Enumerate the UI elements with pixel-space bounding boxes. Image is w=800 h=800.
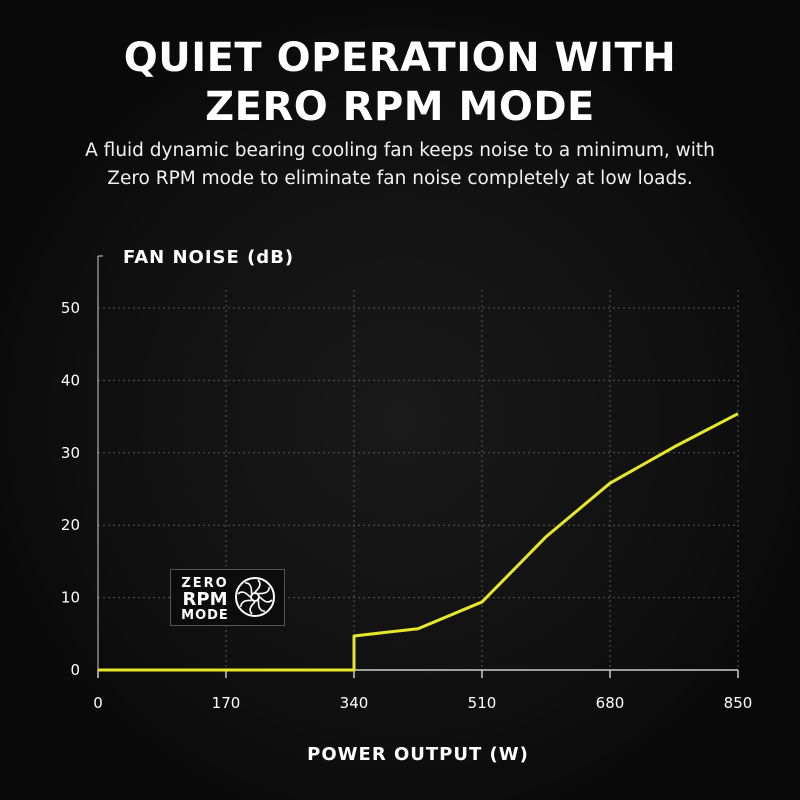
- fan-blade: [249, 601, 256, 615]
- x-tick-label: 340: [340, 694, 369, 712]
- x-tick-label: 510: [468, 694, 497, 712]
- y-tick-label: 10: [61, 589, 80, 607]
- y-tick-label: 20: [61, 516, 80, 534]
- y-tick-label: 40: [61, 371, 80, 389]
- fan-noise-line: [98, 412, 739, 672]
- x-tick-label: 0: [93, 694, 103, 712]
- x-tick-label: 170: [212, 694, 241, 712]
- y-tick-label: 50: [61, 299, 80, 317]
- zero-rpm-mode-badge: ZERO RPM MODE: [170, 569, 285, 626]
- y-tick-label: 0: [70, 661, 80, 679]
- fan-blade: [254, 579, 261, 593]
- fan-icon: [235, 577, 275, 617]
- badge-mode: MODE: [181, 608, 229, 623]
- fan-blade: [259, 596, 273, 603]
- subtitle: A fluid dynamic bearing cooling fan keep…: [85, 140, 715, 189]
- fan-blade: [258, 587, 270, 595]
- x-tick-label: 850: [724, 694, 753, 712]
- fan-blade: [237, 591, 251, 598]
- x-tick-label: 680: [596, 694, 625, 712]
- badge-rpm: RPM: [182, 589, 228, 610]
- y-tick-label: 30: [61, 444, 80, 462]
- fan-blade: [240, 599, 252, 607]
- fan-blade: [257, 600, 265, 612]
- y-axis-label: FAN NOISE (dB): [123, 247, 294, 268]
- badge-zero: ZERO: [181, 576, 229, 591]
- fan-blade: [245, 582, 253, 594]
- page-title: QUIET OPERATION WITH ZERO RPM MODE: [123, 35, 677, 130]
- x-axis-label: POWER OUTPUT (W): [307, 744, 529, 765]
